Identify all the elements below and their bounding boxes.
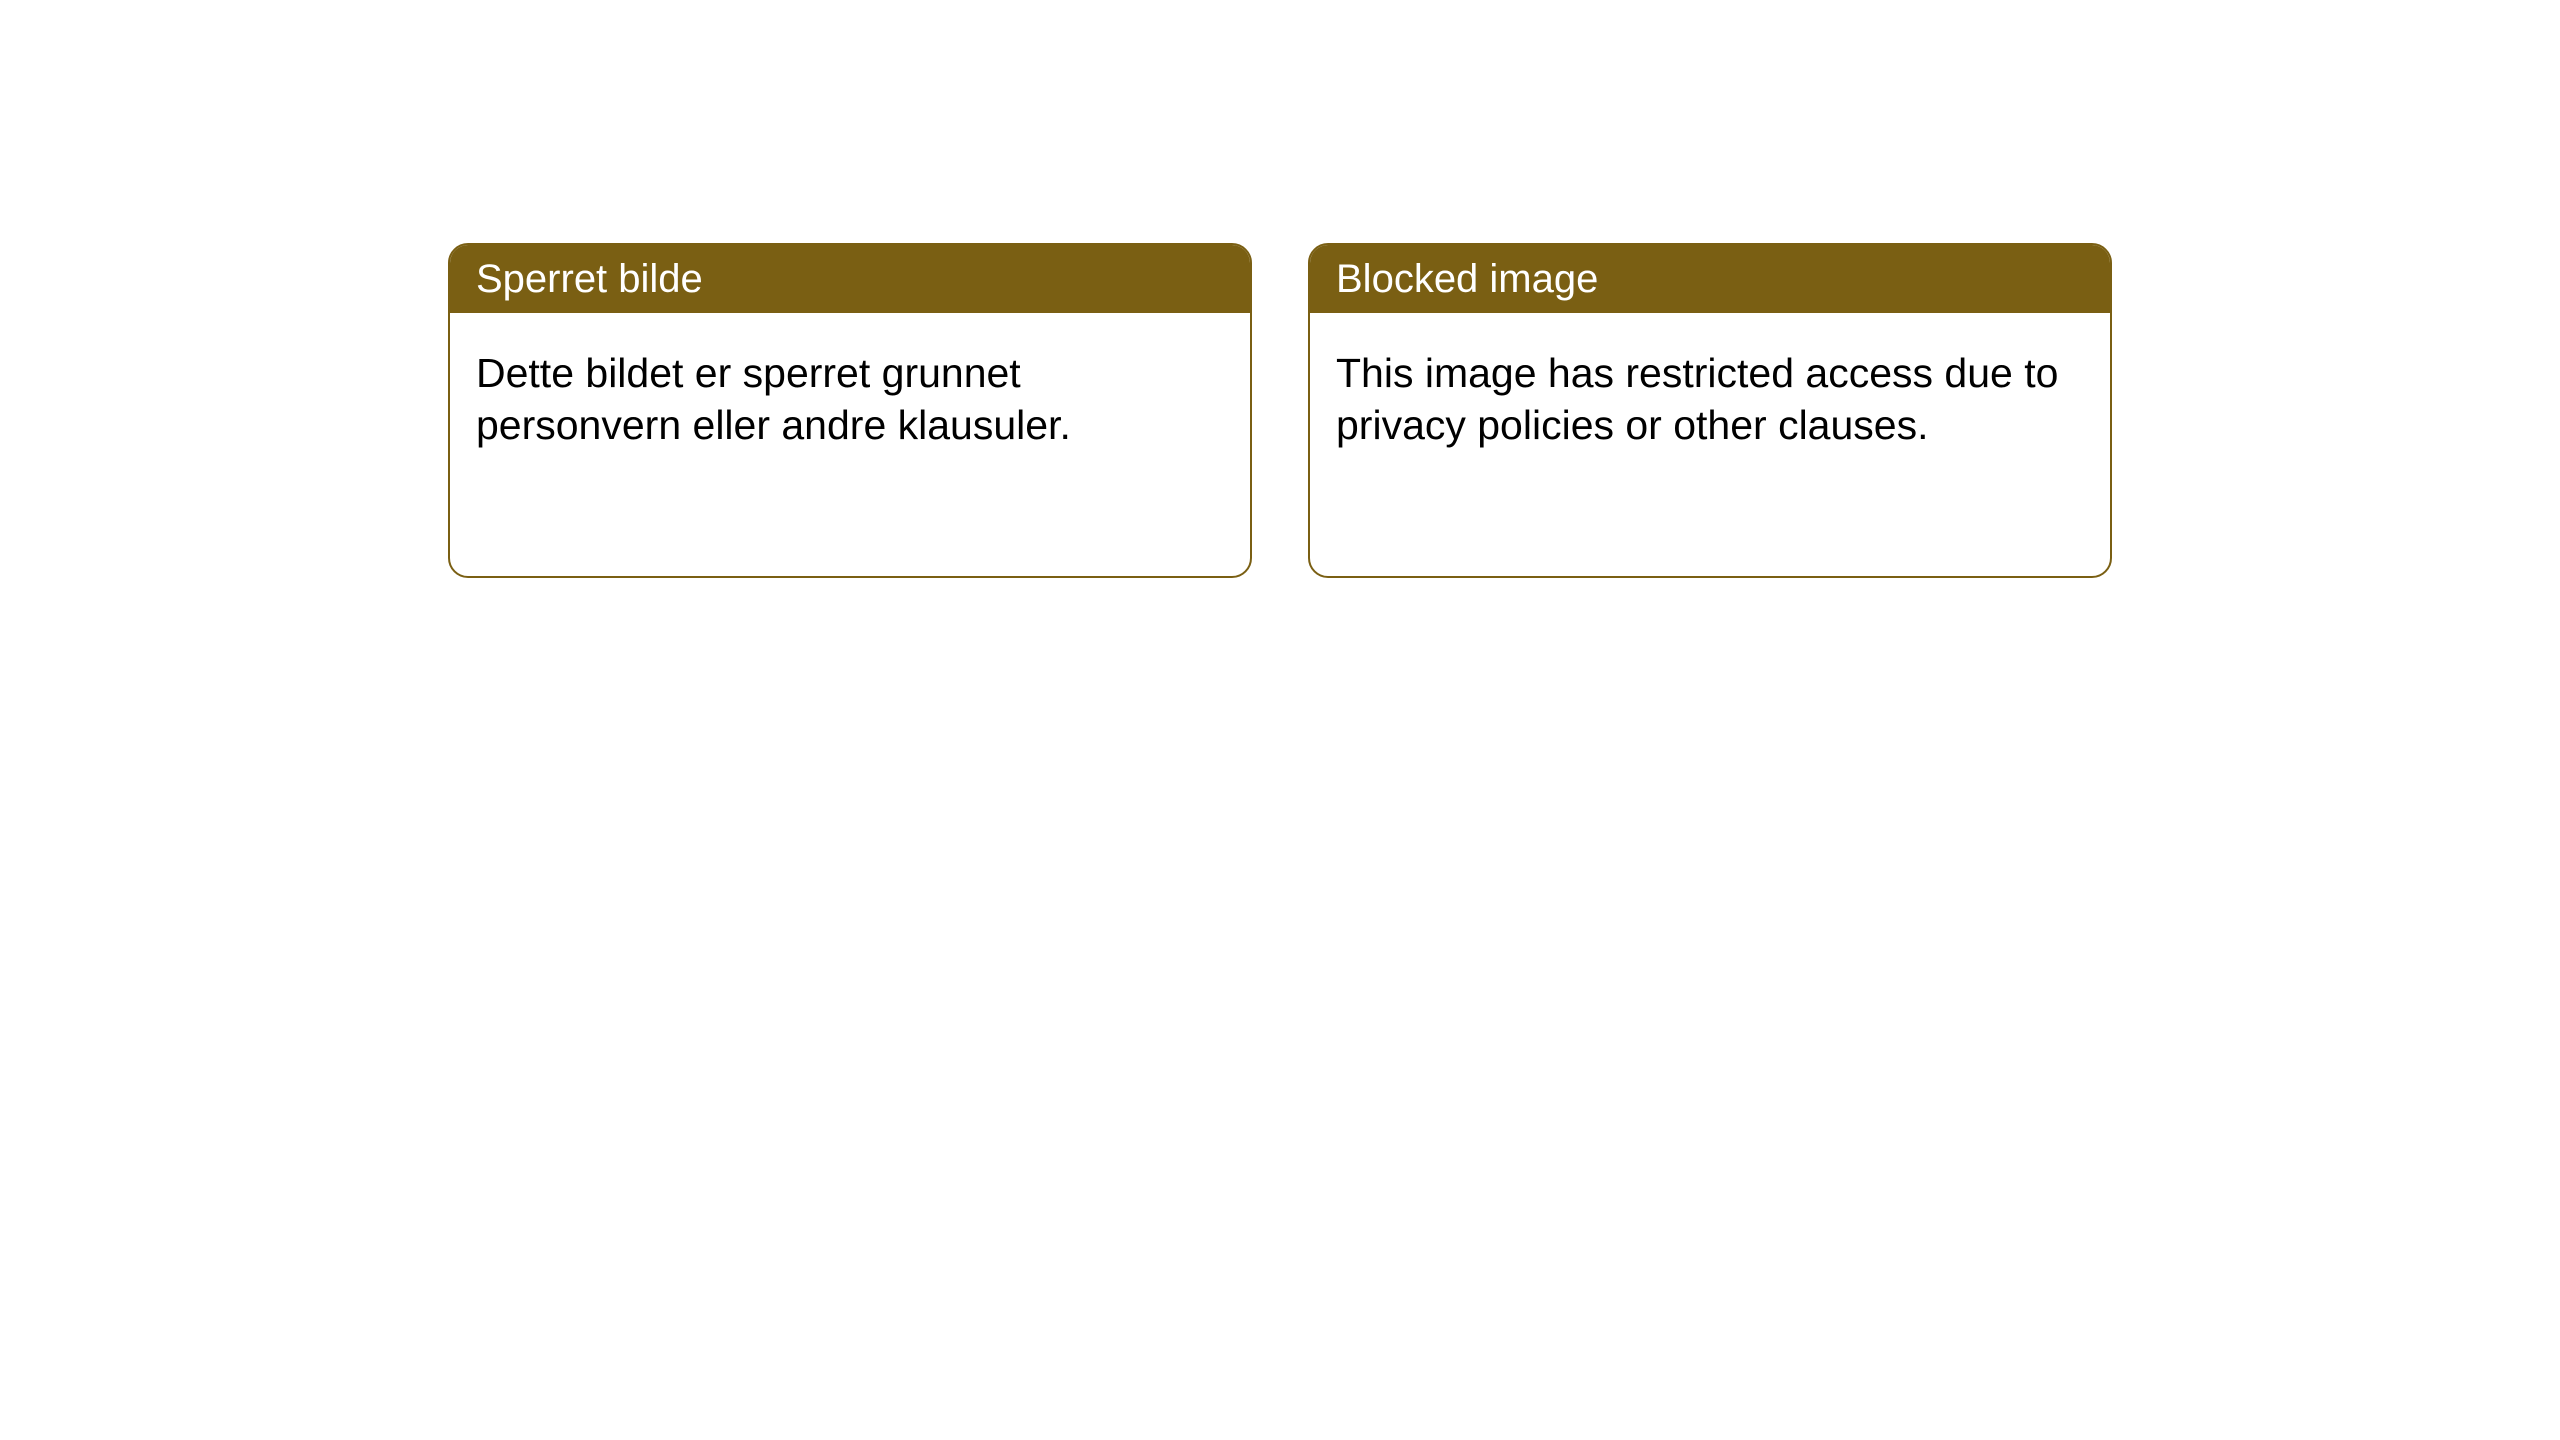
notice-header: Sperret bilde — [450, 245, 1250, 313]
notice-card-english: Blocked image This image has restricted … — [1308, 243, 2112, 578]
notice-header-text: Blocked image — [1336, 257, 1598, 301]
notice-body-text: Dette bildet er sperret grunnet personve… — [476, 350, 1071, 448]
notice-body: Dette bildet er sperret grunnet personve… — [450, 313, 1250, 486]
notice-card-norwegian: Sperret bilde Dette bildet er sperret gr… — [448, 243, 1252, 578]
notice-header-text: Sperret bilde — [476, 257, 703, 301]
notice-body-text: This image has restricted access due to … — [1336, 350, 2058, 448]
notice-body: This image has restricted access due to … — [1310, 313, 2110, 486]
notice-header: Blocked image — [1310, 245, 2110, 313]
notice-container: Sperret bilde Dette bildet er sperret gr… — [448, 243, 2112, 578]
